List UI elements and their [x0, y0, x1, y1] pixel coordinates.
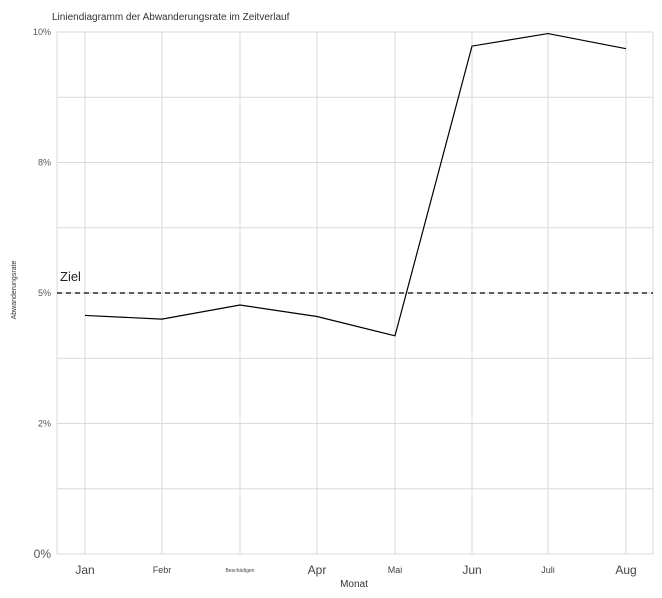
x-tick-label: Beschädigen: [226, 568, 255, 574]
data-point: [471, 45, 473, 47]
y-axis-label: Abwanderungsrate: [11, 261, 18, 320]
y-tick-label: 5%: [38, 288, 51, 298]
data-point: [239, 304, 241, 306]
series: [84, 32, 627, 337]
y-tick-label: 0%: [34, 547, 52, 561]
series-line: [84, 32, 627, 337]
x-tick-label: Apr: [308, 563, 327, 577]
data-point: [84, 314, 86, 316]
x-tick-label: Juli: [541, 565, 555, 575]
x-tick-label: Jan: [75, 563, 94, 577]
x-tick-label: Aug: [615, 563, 636, 577]
y-axis-ticks: 0% 2% 5% 8% 10%: [33, 27, 51, 561]
data-point: [316, 315, 318, 317]
data-point: [625, 48, 627, 50]
data-point: [161, 318, 163, 320]
x-axis-ticks: Jan Febr Beschädigen Apr Mai Jun Juli Aug: [75, 563, 636, 577]
target-label: Ziel: [60, 269, 81, 284]
y-tick-label: 10%: [33, 27, 51, 37]
y-tick-label: 8%: [38, 158, 51, 168]
chart-title: Liniendiagramm der Abwanderungsrate im Z…: [52, 12, 290, 23]
x-axis-label: Monat: [340, 579, 368, 590]
x-tick-label: Febr: [153, 565, 172, 575]
data-point: [547, 33, 549, 35]
data-point: [394, 335, 396, 337]
y-tick-label: 2%: [38, 419, 51, 429]
x-tick-label: Mai: [388, 565, 403, 575]
target-reference: Ziel: [57, 269, 653, 294]
x-tick-label: Jun: [462, 563, 481, 577]
